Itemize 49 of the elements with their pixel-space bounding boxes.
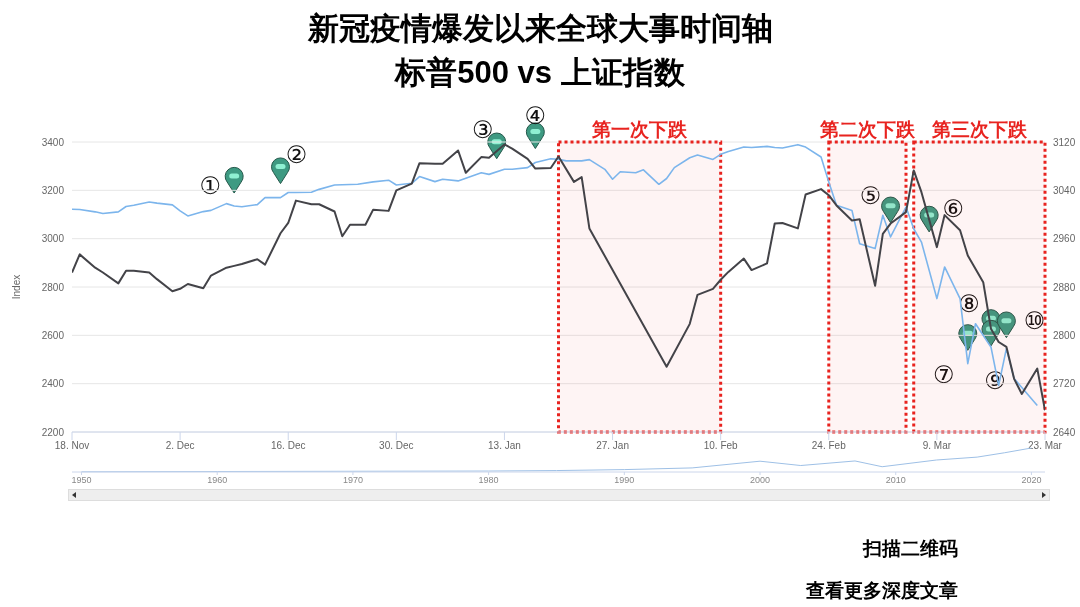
x-tick-label: 1970 (342, 475, 363, 486)
annotation: ② (285, 140, 308, 169)
x-tick-label: 9. Mar (922, 440, 952, 452)
x-tick-label: 24. Feb (811, 440, 847, 452)
band-label: 第一次下跌 (591, 119, 689, 140)
x-tick-label: 1950 (71, 475, 92, 486)
annotation: ⑦ (933, 361, 955, 390)
y-tick-label: 2200 (41, 426, 65, 438)
x-tick-label: 27. Jan (596, 440, 629, 452)
y-tick-label: 3000 (41, 233, 65, 245)
x-tick-label: 18. Nov (54, 440, 90, 452)
x-tick-label: 2. Dec (165, 440, 195, 452)
y2-tick-label: 2880 (1053, 281, 1076, 293)
y2-tick-label: 2800 (1053, 329, 1076, 341)
text: 扫描二维码 (863, 537, 958, 561)
chart-subtitle: 标普500 vs 上证指数 (393, 54, 686, 92)
y2-tick-label: 2960 (1053, 233, 1076, 245)
y2-tick-label: 3040 (1053, 184, 1076, 196)
y-tick-label: 2400 (41, 378, 65, 390)
y2-tick-label: 2720 (1053, 378, 1076, 390)
annotation: ⑧ (958, 290, 980, 319)
annotation: ④ (524, 101, 547, 130)
x-tick-label: 2010 (885, 475, 906, 486)
y-tick-label: 3200 (41, 184, 65, 196)
band-label: 第三次下跌 (930, 119, 1028, 140)
y-tick-label: 2800 (41, 281, 65, 293)
annotation: ⑩ (1023, 306, 1046, 335)
y2-tick-label: 3120 (1053, 136, 1076, 148)
text: 查看更多深度文章 (806, 579, 958, 603)
y-tick-label: 2600 (41, 329, 65, 341)
x-tick-label: 1980 (478, 475, 499, 486)
annotation: ③ (471, 115, 494, 144)
band-label: 第二次下跌 (818, 119, 916, 140)
annotation: ⑤ (859, 181, 882, 210)
annotation: ⑥ (942, 194, 964, 223)
x-tick-label: 13. Jan (488, 440, 521, 452)
x-tick-label: 16. Dec (270, 440, 306, 452)
x-tick-label: 10. Feb (703, 440, 739, 452)
chart-title: 新冠疫情爆发以来全球大事时间轴 (306, 10, 774, 48)
x-tick-label: 2020 (1021, 475, 1042, 486)
x-tick-label: 2000 (750, 475, 771, 486)
annotation: ① (199, 172, 221, 201)
y-tick-label: 3400 (41, 136, 65, 148)
y2-tick-label: 2640 (1053, 426, 1076, 438)
x-tick-label: 1990 (614, 475, 635, 486)
x-tick-label: 1960 (207, 475, 228, 486)
y-axis-title: Index (10, 274, 22, 300)
x-tick-label: 30. Dec (379, 440, 414, 452)
x-tick-label: 23. Mar (1028, 440, 1063, 452)
